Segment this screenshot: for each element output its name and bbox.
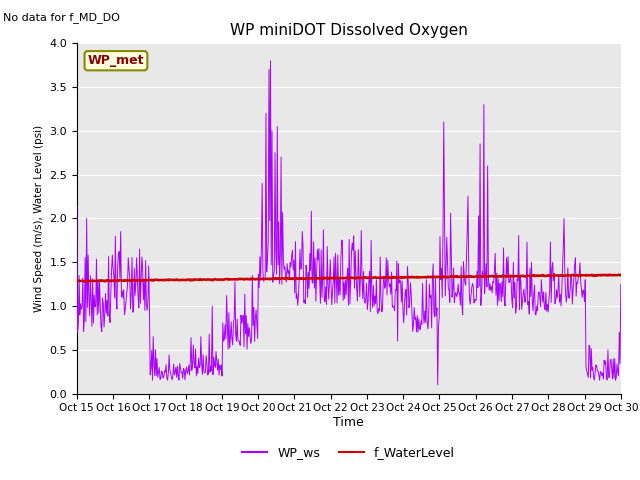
Legend: WP_ws, f_WaterLevel: WP_ws, f_WaterLevel	[237, 442, 460, 465]
Title: WP miniDOT Dissolved Oxygen: WP miniDOT Dissolved Oxygen	[230, 23, 468, 38]
Text: WP_met: WP_met	[88, 54, 144, 67]
Text: No data for f_MD_DO: No data for f_MD_DO	[3, 12, 120, 23]
X-axis label: Time: Time	[333, 416, 364, 429]
Y-axis label: Wind Speed (m/s), Water Level (psi): Wind Speed (m/s), Water Level (psi)	[34, 125, 44, 312]
